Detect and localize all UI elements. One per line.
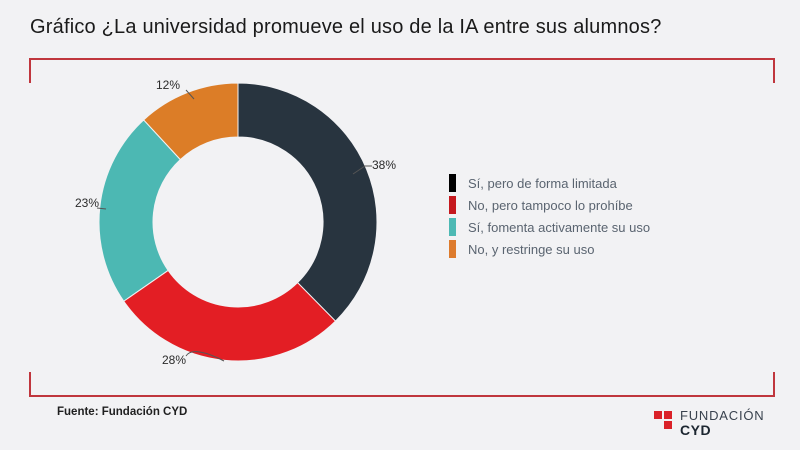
- logo-square: [654, 411, 662, 419]
- legend-item: Sí, fomenta activamente su uso: [449, 218, 650, 236]
- leader-line-28: [185, 351, 225, 362]
- frame-bottom-right-corner: [773, 372, 775, 397]
- legend-label: No, y restringe su uso: [468, 241, 595, 257]
- logo-square: [664, 411, 672, 419]
- legend-swatch: [449, 218, 456, 236]
- frame-bottom-line: [29, 395, 775, 397]
- leader-line-12: [185, 89, 195, 100]
- data-label-28: 28%: [162, 353, 187, 367]
- logo-square: [664, 421, 672, 429]
- legend-swatch: [449, 196, 456, 214]
- chart-title: Gráfico ¿La universidad promueve el uso …: [30, 16, 662, 38]
- frame-top-line: [29, 58, 775, 60]
- leader-line-23: [96, 207, 107, 210]
- frame-top-right-corner: [773, 58, 775, 83]
- legend-swatch: [449, 240, 456, 258]
- data-label-38: 38%: [372, 158, 397, 172]
- legend-item: Sí, pero de forma limitada: [449, 174, 650, 192]
- donut-segment-0: [237, 82, 378, 322]
- logo-text: FUNDACIÓN CYD: [680, 409, 764, 437]
- fundacion-cyd-logo: FUNDACIÓN CYD: [654, 409, 764, 437]
- legend-swatch: [449, 174, 456, 192]
- legend: Sí, pero de forma limitada No, pero tamp…: [449, 174, 650, 262]
- data-label-23: 23%: [75, 196, 100, 210]
- logo-line1: FUNDACIÓN: [680, 408, 765, 423]
- source-note: Fuente: Fundación CYD: [57, 406, 188, 418]
- legend-label: Sí, pero de forma limitada: [468, 175, 617, 191]
- legend-label: No, pero tampoco lo prohíbe: [468, 197, 633, 213]
- logo-line2: CYD: [680, 422, 712, 438]
- legend-item: No, y restringe su uso: [449, 240, 650, 258]
- data-label-12: 12%: [156, 78, 181, 92]
- cyd-squares-icon: [654, 411, 673, 430]
- frame-top-left-corner: [29, 58, 31, 83]
- donut-segment-2: [98, 119, 181, 302]
- leader-line-38: [352, 165, 372, 175]
- legend-item: No, pero tampoco lo prohíbe: [449, 196, 650, 214]
- donut-segment-1: [123, 269, 337, 362]
- legend-label: Sí, fomenta activamente su uso: [468, 219, 651, 235]
- frame-bottom-left-corner: [29, 372, 31, 397]
